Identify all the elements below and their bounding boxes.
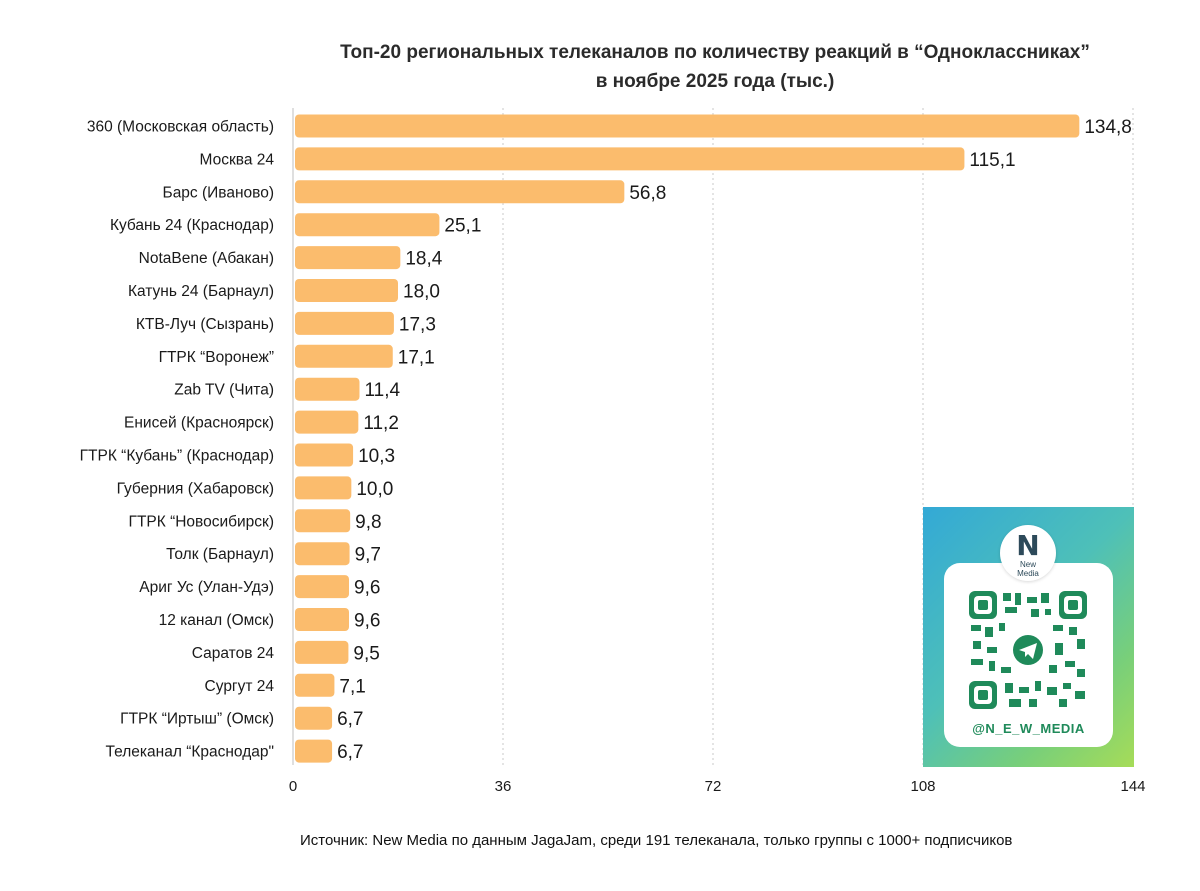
category-label-16: 12 канал (Омск)	[159, 612, 274, 629]
bar-chart: 360 (Московская область) 134,8 Москва 24 11…	[80, 108, 1146, 795]
value-label-4: 25,1	[444, 216, 481, 237]
value-label-5: 18,4	[405, 249, 442, 270]
value-label-16: 9,6	[354, 611, 380, 632]
x-tick-label-36: 36	[495, 778, 512, 795]
bar-13	[295, 509, 351, 533]
x-tick-label-0: 0	[289, 778, 297, 795]
bar-10	[295, 410, 359, 434]
value-label-8: 17,1	[398, 347, 435, 368]
category-label-3: Барс (Иваново)	[163, 184, 274, 201]
category-label-1: 360 (Московская область)	[87, 119, 274, 136]
category-label-12: Губерния (Хабаровск)	[117, 480, 274, 497]
bar-19	[295, 706, 333, 730]
x-tick-label-144: 144	[1120, 778, 1145, 795]
value-label-10: 11,2	[363, 413, 399, 434]
category-label-9: Zab TV (Чита)	[174, 382, 274, 399]
value-label-14: 9,7	[355, 545, 381, 566]
value-label-18: 7,1	[339, 676, 365, 697]
category-label-8: ГТРК “Воронеж”	[159, 349, 274, 366]
category-label-7: КТВ-Луч (Сызрань)	[136, 316, 274, 333]
category-label-13: ГТРК “Новосибирск)	[129, 513, 274, 530]
bar-3	[295, 180, 625, 204]
value-label-15: 9,6	[354, 578, 380, 599]
bar-12	[295, 476, 352, 500]
category-label-6: Катунь 24 (Барнаул)	[128, 283, 274, 300]
chart-title: Топ-20 региональных телеканалов по колич…	[290, 38, 1140, 96]
bar-5	[295, 246, 401, 270]
category-label-2: Москва 24	[200, 151, 275, 168]
category-label-5: NotaBene (Абакан)	[139, 250, 274, 267]
category-label-14: Толк (Барнаул)	[166, 546, 274, 563]
category-label-10: Енисей (Красноярск)	[124, 415, 274, 432]
qr-promo-card[interactable]: N New Media @N_E_W_MEDIA	[923, 507, 1134, 767]
bar-6	[295, 279, 398, 302]
bar-2	[295, 147, 965, 171]
category-label-19: ГТРК “Иртыш” (Омск)	[120, 711, 274, 728]
bar-4	[295, 213, 440, 237]
value-label-17: 9,5	[353, 643, 379, 664]
value-label-1: 134,8	[1084, 117, 1132, 138]
value-label-3: 56,8	[629, 183, 666, 204]
logo-text: New Media	[1000, 560, 1056, 578]
category-label-20: Телеканал “Краснодар"	[106, 744, 274, 761]
bar-16	[295, 608, 349, 631]
bar-9	[295, 377, 360, 401]
bar-14	[295, 542, 350, 566]
value-label-6: 18,0	[403, 282, 440, 303]
category-label-11: ГТРК “Кубань” (Краснодар)	[80, 448, 274, 465]
category-label-18: Сургут 24	[205, 678, 275, 695]
chart-title-line-1: Топ-20 региональных телеканалов по колич…	[340, 42, 1090, 63]
value-label-9: 11,4	[365, 380, 401, 401]
logo-letter: N	[1016, 529, 1040, 562]
value-label-7: 17,3	[399, 314, 436, 335]
category-label-4: Кубань 24 (Краснодар)	[110, 217, 274, 234]
category-label-15: Ариг Ус (Улан-Удэ)	[139, 579, 274, 596]
x-tick-label-108: 108	[910, 778, 935, 795]
bar-7	[295, 311, 394, 335]
category-label-17: Саратов 24	[192, 645, 275, 662]
value-label-20: 6,7	[337, 742, 363, 763]
value-label-19: 6,7	[337, 709, 363, 730]
qr-handle[interactable]: @N_E_W_MEDIA	[972, 721, 1085, 736]
bar-15	[295, 575, 349, 599]
bar-1	[295, 114, 1080, 138]
bar-17	[295, 640, 349, 664]
new-media-logo: N New Media	[1000, 525, 1056, 581]
bar-18	[295, 673, 335, 697]
bar-11	[295, 443, 354, 467]
source-note: Источник: New Media по данным JagaJam, с…	[300, 832, 1013, 849]
bar-8	[295, 344, 393, 368]
value-label-11: 10,3	[358, 446, 395, 467]
value-label-13: 9,8	[355, 512, 381, 533]
chart-title-line-2: в ноябре 2025 года (тыс.)	[595, 71, 835, 92]
bar-20	[295, 739, 333, 763]
value-label-12: 10,0	[356, 479, 393, 500]
value-label-2: 115,1	[969, 150, 1015, 171]
logo-text-line-2: Media	[1017, 569, 1039, 578]
logo-text-line-1: New	[1019, 560, 1036, 569]
qr-code-icon[interactable]	[969, 591, 1087, 709]
x-tick-label-72: 72	[705, 778, 722, 795]
